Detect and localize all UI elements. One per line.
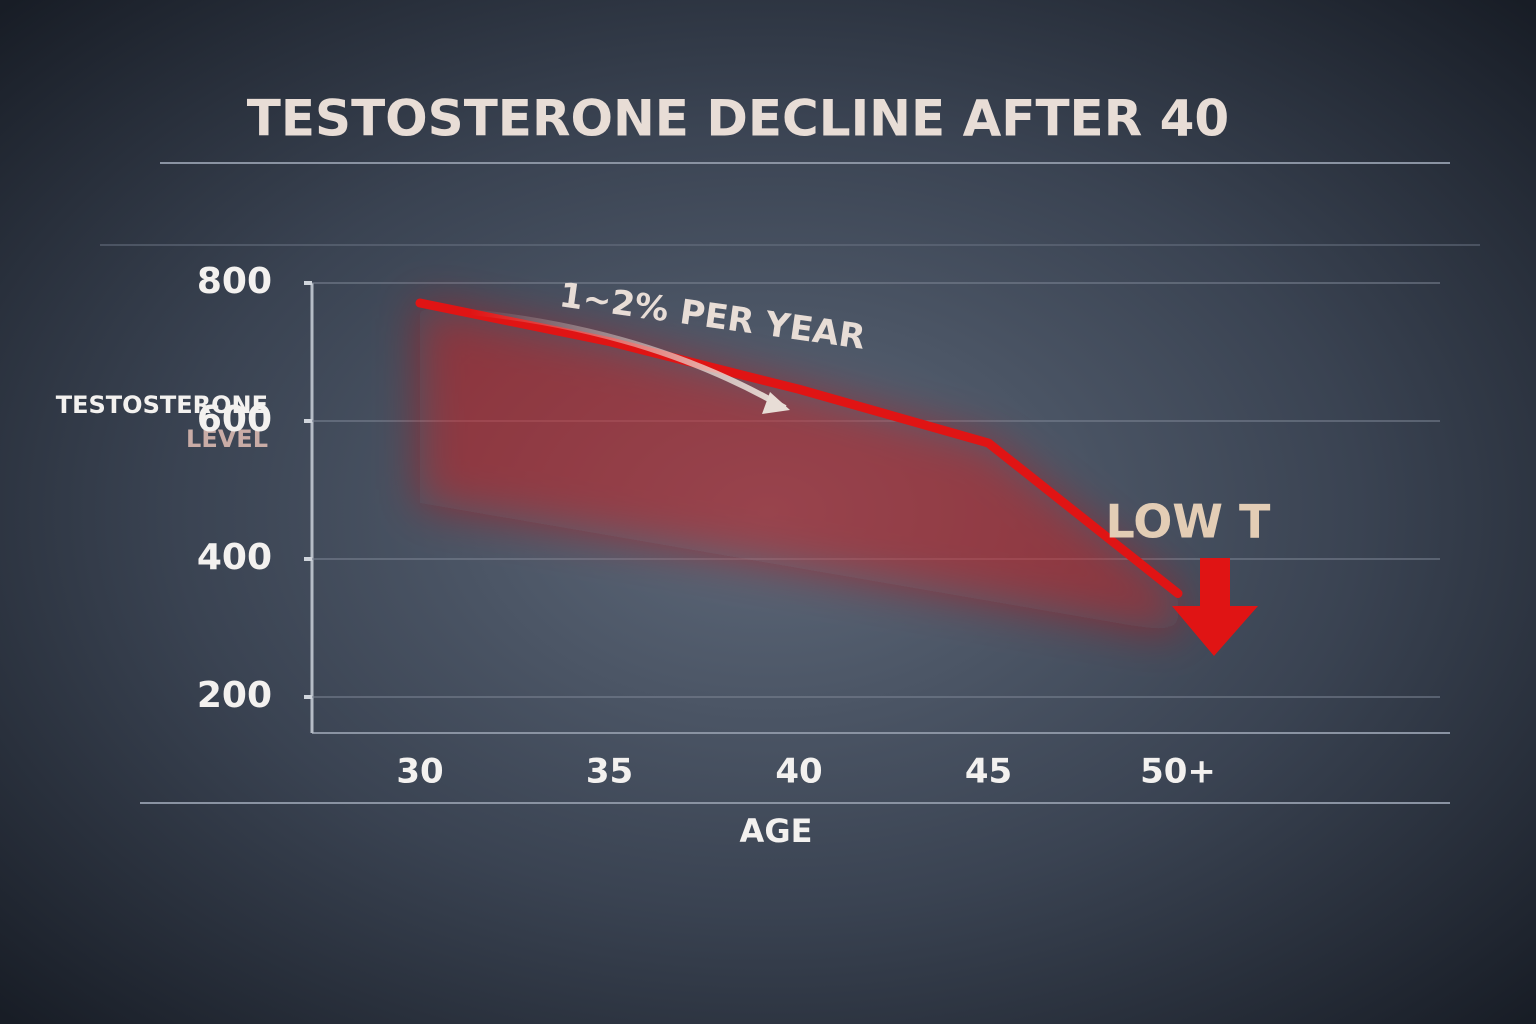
- x-tick-label: 35: [586, 752, 633, 792]
- y-tick-label: 400: [197, 537, 272, 578]
- x-axis-label: AGE: [740, 812, 813, 850]
- x-tick-label: 30: [396, 752, 443, 792]
- y-axis-label: TESTOSTERONE: [56, 391, 268, 419]
- y-axis-label: LEVEL: [186, 425, 268, 453]
- y-tick-label: 600: [197, 399, 272, 440]
- line: [415, 298, 1183, 598]
- line-glow: [420, 303, 1178, 634]
- chart-title: TESTOSTERONE DECLINE AFTER 40: [247, 90, 1229, 148]
- x-tick-label: 50+: [1140, 752, 1216, 792]
- annotation: LOW T: [1106, 495, 1272, 549]
- x-tick-label: 40: [775, 752, 822, 792]
- y-tick-label: 200: [197, 675, 272, 716]
- y-tick-label: 800: [197, 261, 272, 302]
- low-t-arrow: [1172, 558, 1258, 656]
- trend-arrow: [469, 309, 787, 411]
- trend-arrow-head: [762, 392, 790, 414]
- plot-area: 800 600 400 200 30 35 40 45 50+: [197, 261, 1440, 792]
- x-tick-label: 45: [965, 752, 1012, 792]
